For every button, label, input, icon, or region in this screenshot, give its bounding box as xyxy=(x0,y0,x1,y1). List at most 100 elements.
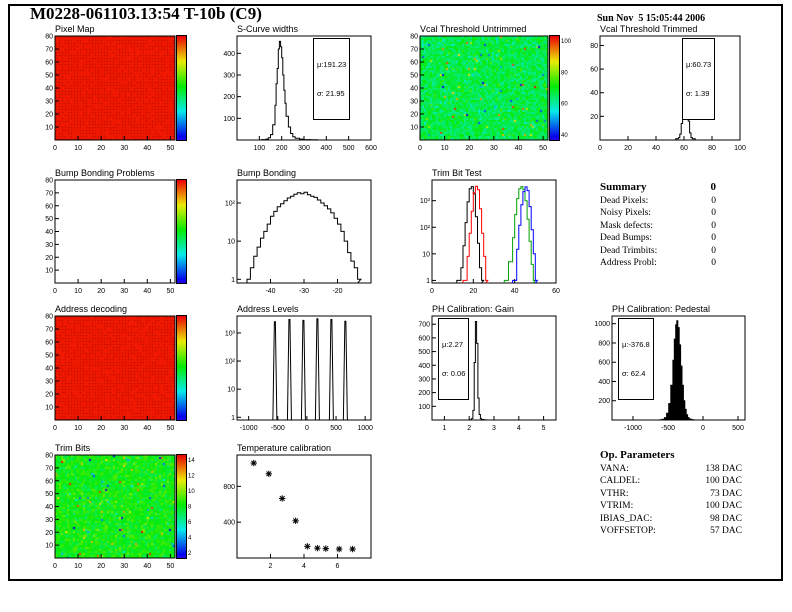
svg-text:80: 80 xyxy=(561,70,568,76)
svg-text:10: 10 xyxy=(45,125,53,132)
stat-sigma: σ: 62.4 xyxy=(622,368,646,378)
svg-text:0: 0 xyxy=(305,425,309,432)
pixel-map-plot: 0 10 20 30 40 50 10 20 30 40 50 60 70 80 xyxy=(45,34,176,152)
svg-text:30: 30 xyxy=(120,145,128,152)
svg-text:20: 20 xyxy=(45,112,53,119)
svg-text:40: 40 xyxy=(45,504,53,511)
svg-text:1: 1 xyxy=(426,278,430,285)
panel-vcal-threshold-trimmed: Vcal Threshold Trimmed 0 20 40 60 80 100 20 40 6… xyxy=(570,22,772,160)
svg-text:40: 40 xyxy=(143,288,151,295)
panel-temperature-calibration: Temperature calibration 2 4 6 400 800 xyxy=(207,441,403,578)
svg-text:20: 20 xyxy=(45,255,53,262)
svg-text:400: 400 xyxy=(223,51,235,58)
svg-text:5: 5 xyxy=(542,425,546,432)
chart-title: Trim Bits xyxy=(55,443,91,453)
panel-ph-calibration-pedestal: PH Calibration: Pedestal -1000 -500 0 500 20… xyxy=(582,302,777,440)
svg-text:10: 10 xyxy=(227,387,235,394)
op-parameter-row-label: VTRIM: xyxy=(600,501,634,511)
svg-text:60: 60 xyxy=(410,60,418,67)
vcal-trimmed-plot: 0 20 40 60 80 100 20 40 60 80 xyxy=(590,35,746,152)
svg-text:10²: 10² xyxy=(225,359,236,366)
svg-text:10: 10 xyxy=(74,145,82,152)
colorbar xyxy=(549,35,560,141)
svg-text:50: 50 xyxy=(166,425,174,432)
summary-row-value: 0 xyxy=(711,220,716,231)
panel-bump-bonding-problems: Bump Bonding Problems 0 10 20 30 40 50 10 20 30 4… xyxy=(25,166,207,303)
page-title: M0228-061103.13:54 T-10b (C9) xyxy=(30,4,262,23)
svg-text:100: 100 xyxy=(223,116,235,123)
svg-text:0: 0 xyxy=(430,288,434,295)
op-parameter-row-value: 98 DAC xyxy=(710,513,742,524)
svg-text:40: 40 xyxy=(652,145,660,152)
timestamp: Sun Nov 5 15:05:44 2006 xyxy=(597,13,706,24)
svg-text:600: 600 xyxy=(418,335,430,342)
op-parameter-row-value: 73 DAC xyxy=(710,488,742,499)
svg-text:200: 200 xyxy=(598,398,610,405)
summary-row: Noisy Pixels: 0 xyxy=(600,208,716,218)
op-parameter-row: VOFFSETOP: 57 DAC xyxy=(600,526,742,536)
svg-text:40: 40 xyxy=(143,145,151,152)
svg-text:400: 400 xyxy=(418,363,430,370)
svg-text:70: 70 xyxy=(45,327,53,334)
svg-text:10: 10 xyxy=(441,145,449,152)
svg-text:10: 10 xyxy=(227,239,235,246)
svg-text:500: 500 xyxy=(732,425,744,432)
svg-text:1000: 1000 xyxy=(594,321,610,328)
svg-text:40: 40 xyxy=(143,563,151,570)
panel-bump-bonding: Bump Bonding -40 -30 -20 1 10 10² xyxy=(207,166,403,303)
svg-text:50: 50 xyxy=(45,73,53,80)
op-parameter-row: CALDEL: 100 DAC xyxy=(600,476,742,486)
svg-text:200: 200 xyxy=(418,390,430,397)
svg-text:400: 400 xyxy=(598,379,610,386)
chart-title: Temperature calibration xyxy=(237,443,332,453)
svg-text:2: 2 xyxy=(467,425,471,432)
svg-text:60: 60 xyxy=(45,60,53,67)
svg-text:20: 20 xyxy=(590,114,598,121)
canvas-border xyxy=(8,4,783,581)
panel-address-decoding: Address decoding 0 10 20 30 40 50 10 20 30 40 50 60… xyxy=(25,302,207,440)
svg-text:30: 30 xyxy=(120,563,128,570)
svg-text:40: 40 xyxy=(590,90,598,97)
svg-text:12: 12 xyxy=(188,474,195,480)
svg-text:4: 4 xyxy=(517,425,521,432)
svg-text:20: 20 xyxy=(97,425,105,432)
svg-text:10: 10 xyxy=(45,268,53,275)
op-parameter-row-label: VOFFSETOP: xyxy=(600,526,656,536)
svg-text:80: 80 xyxy=(45,34,53,41)
stats-box: μ:60.73 σ: 1.39 xyxy=(682,38,716,120)
svg-text:50: 50 xyxy=(45,216,53,223)
svg-text:40: 40 xyxy=(511,288,519,295)
svg-text:300: 300 xyxy=(418,376,430,383)
svg-text:0: 0 xyxy=(53,563,57,570)
svg-text:70: 70 xyxy=(45,465,53,472)
svg-text:50: 50 xyxy=(539,145,547,152)
svg-text:30: 30 xyxy=(120,425,128,432)
svg-text:-1000: -1000 xyxy=(624,425,642,432)
svg-text:-30: -30 xyxy=(299,288,309,295)
ph-gain-plot: 1 2 3 4 5 100 200 300 400 500 600 700 xyxy=(418,315,557,432)
svg-text:10: 10 xyxy=(422,251,430,258)
svg-text:10²: 10² xyxy=(420,225,431,232)
summary-row-label: Dead Bumps: xyxy=(600,233,652,243)
summary-block: Summary 0 Dead Pixels: 0 Noisy Pixels: 0 Mas… xyxy=(600,181,716,268)
svg-text:2: 2 xyxy=(188,551,192,557)
summary-row-value: 0 xyxy=(711,258,716,268)
summary-row-label: Dead Pixels: xyxy=(600,195,649,206)
stat-mu: μ:60.73 xyxy=(686,59,712,69)
svg-text:100: 100 xyxy=(734,145,746,152)
stats-box: μ:191.23 σ: 21.95 xyxy=(313,38,351,120)
svg-text:500: 500 xyxy=(418,349,430,356)
panel-pixel-map: Pixel Map 0 10 20 30 40 50 10 20 30 40 50 60 70 80 xyxy=(25,22,207,160)
chart-title: Bump Bonding Problems xyxy=(55,168,155,178)
svg-text:70: 70 xyxy=(410,47,418,54)
svg-text:10: 10 xyxy=(74,288,82,295)
panel-trim-bit-test: Trim Bit Test 0 20 40 60 1 10 10² 10³ xyxy=(402,166,588,303)
svg-text:30: 30 xyxy=(45,379,53,386)
svg-text:300: 300 xyxy=(298,145,310,152)
svg-text:60: 60 xyxy=(680,145,688,152)
svg-text:30: 30 xyxy=(410,99,418,106)
panel-vcal-threshold-untrimmed: Vcal Threshold Untrimmed 100 80 60 40 0 10 20 3… xyxy=(390,22,580,160)
summary-row-value: 0 xyxy=(711,195,716,206)
op-parameters-rows: VANA: 138 DAC CALDEL: 100 DAC VTHR: 73 DAC VTR… xyxy=(600,464,742,537)
